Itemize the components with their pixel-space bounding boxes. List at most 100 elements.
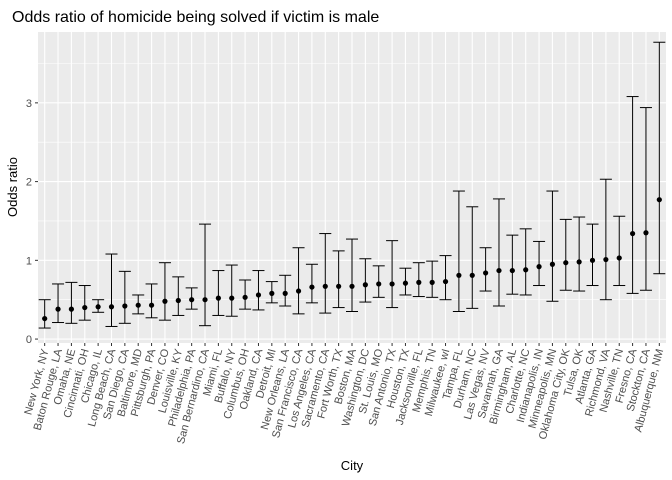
data-point: [402, 280, 409, 286]
error-bar: [78, 285, 91, 321]
data-point: [255, 292, 262, 298]
data-point: [162, 298, 168, 304]
error-bar: [626, 96, 639, 294]
data-point: [55, 306, 61, 312]
data-point: [135, 302, 141, 308]
data-point: [496, 267, 502, 274]
error-bar: [172, 276, 185, 316]
data-point: [42, 315, 48, 322]
y-tick-label: 1: [26, 255, 32, 267]
error-bar: [52, 283, 65, 324]
error-bar: [199, 223, 212, 327]
y-axis: 0 1 2 3: [26, 98, 38, 346]
error-bar: [145, 283, 158, 319]
data-point: [95, 304, 101, 310]
data-point: [336, 283, 342, 289]
data-point: [349, 283, 355, 289]
error-bar: [319, 233, 332, 314]
error-bar: [426, 260, 439, 298]
y-axis-title: Odds ratio: [5, 157, 20, 217]
error-bar: [305, 263, 318, 304]
data-point: [389, 281, 395, 287]
error-bar: [439, 255, 452, 301]
data-point: [189, 297, 195, 303]
error-bar: [212, 270, 225, 316]
error-bar: [105, 253, 118, 327]
data-point: [563, 260, 569, 266]
data-point: [483, 270, 489, 276]
data-point: [376, 281, 382, 287]
data-point: [442, 278, 449, 285]
data-point: [322, 283, 328, 289]
data-point: [309, 284, 315, 290]
error-bar: [332, 250, 345, 309]
data-point: [456, 272, 462, 278]
error-bar: [613, 215, 626, 287]
error-bars: [38, 41, 666, 329]
data-point: [536, 264, 542, 270]
error-bar: [118, 270, 131, 324]
error-bar: [573, 216, 586, 292]
error-bar: [506, 234, 519, 295]
error-bar: [386, 240, 399, 309]
data-point: [108, 304, 115, 310]
error-bar: [519, 228, 532, 296]
error-bar: [586, 223, 599, 287]
data-point: [589, 257, 596, 263]
data-point: [82, 304, 88, 311]
error-bar: [225, 264, 238, 317]
error-bar: [639, 107, 652, 291]
error-bar: [492, 198, 505, 307]
error-bar: [292, 247, 305, 315]
data-point: [616, 255, 622, 261]
error-bar: [559, 218, 572, 291]
data-point: [282, 290, 288, 296]
error-bar: [412, 262, 425, 298]
data-point: [215, 295, 221, 301]
data-point: [295, 288, 302, 294]
error-bar: [279, 274, 292, 307]
error-bar: [239, 279, 252, 310]
data-point: [229, 295, 235, 301]
data-point: [643, 230, 649, 236]
data-point: [362, 282, 368, 288]
error-bar: [452, 190, 465, 313]
data-point: [656, 197, 662, 203]
y-tick-label: 0: [26, 334, 32, 346]
data-point: [629, 230, 636, 237]
data-point: [549, 261, 556, 267]
error-bar: [546, 190, 559, 302]
error-bar: [158, 262, 171, 321]
error-bar: [466, 206, 479, 309]
x-axis-title: City: [341, 458, 364, 473]
error-bar: [653, 41, 666, 275]
y-tick-label: 2: [26, 177, 32, 189]
y-tick-label: 3: [26, 98, 32, 110]
data-point: [122, 303, 128, 309]
data-point: [148, 302, 155, 308]
data-point: [202, 297, 208, 303]
data-point: [523, 267, 529, 273]
error-bar: [38, 299, 51, 329]
data-point: [175, 297, 181, 304]
data-point: [469, 272, 475, 278]
error-bar: [252, 270, 265, 311]
error-bar: [359, 258, 372, 303]
data-point: [603, 256, 609, 263]
data-point: [416, 279, 422, 285]
error-bar: [599, 178, 612, 301]
error-bar: [533, 240, 546, 287]
error-bar: [65, 281, 78, 324]
chart-title: Odds ratio of homicide being solved if v…: [12, 9, 379, 26]
data-point: [269, 290, 275, 296]
data-point: [576, 259, 582, 265]
data-point: [429, 279, 435, 285]
data-point: [242, 294, 248, 300]
error-bar: [345, 238, 359, 313]
data-points: [42, 197, 662, 322]
error-bar: [479, 247, 492, 292]
data-point: [68, 306, 75, 312]
